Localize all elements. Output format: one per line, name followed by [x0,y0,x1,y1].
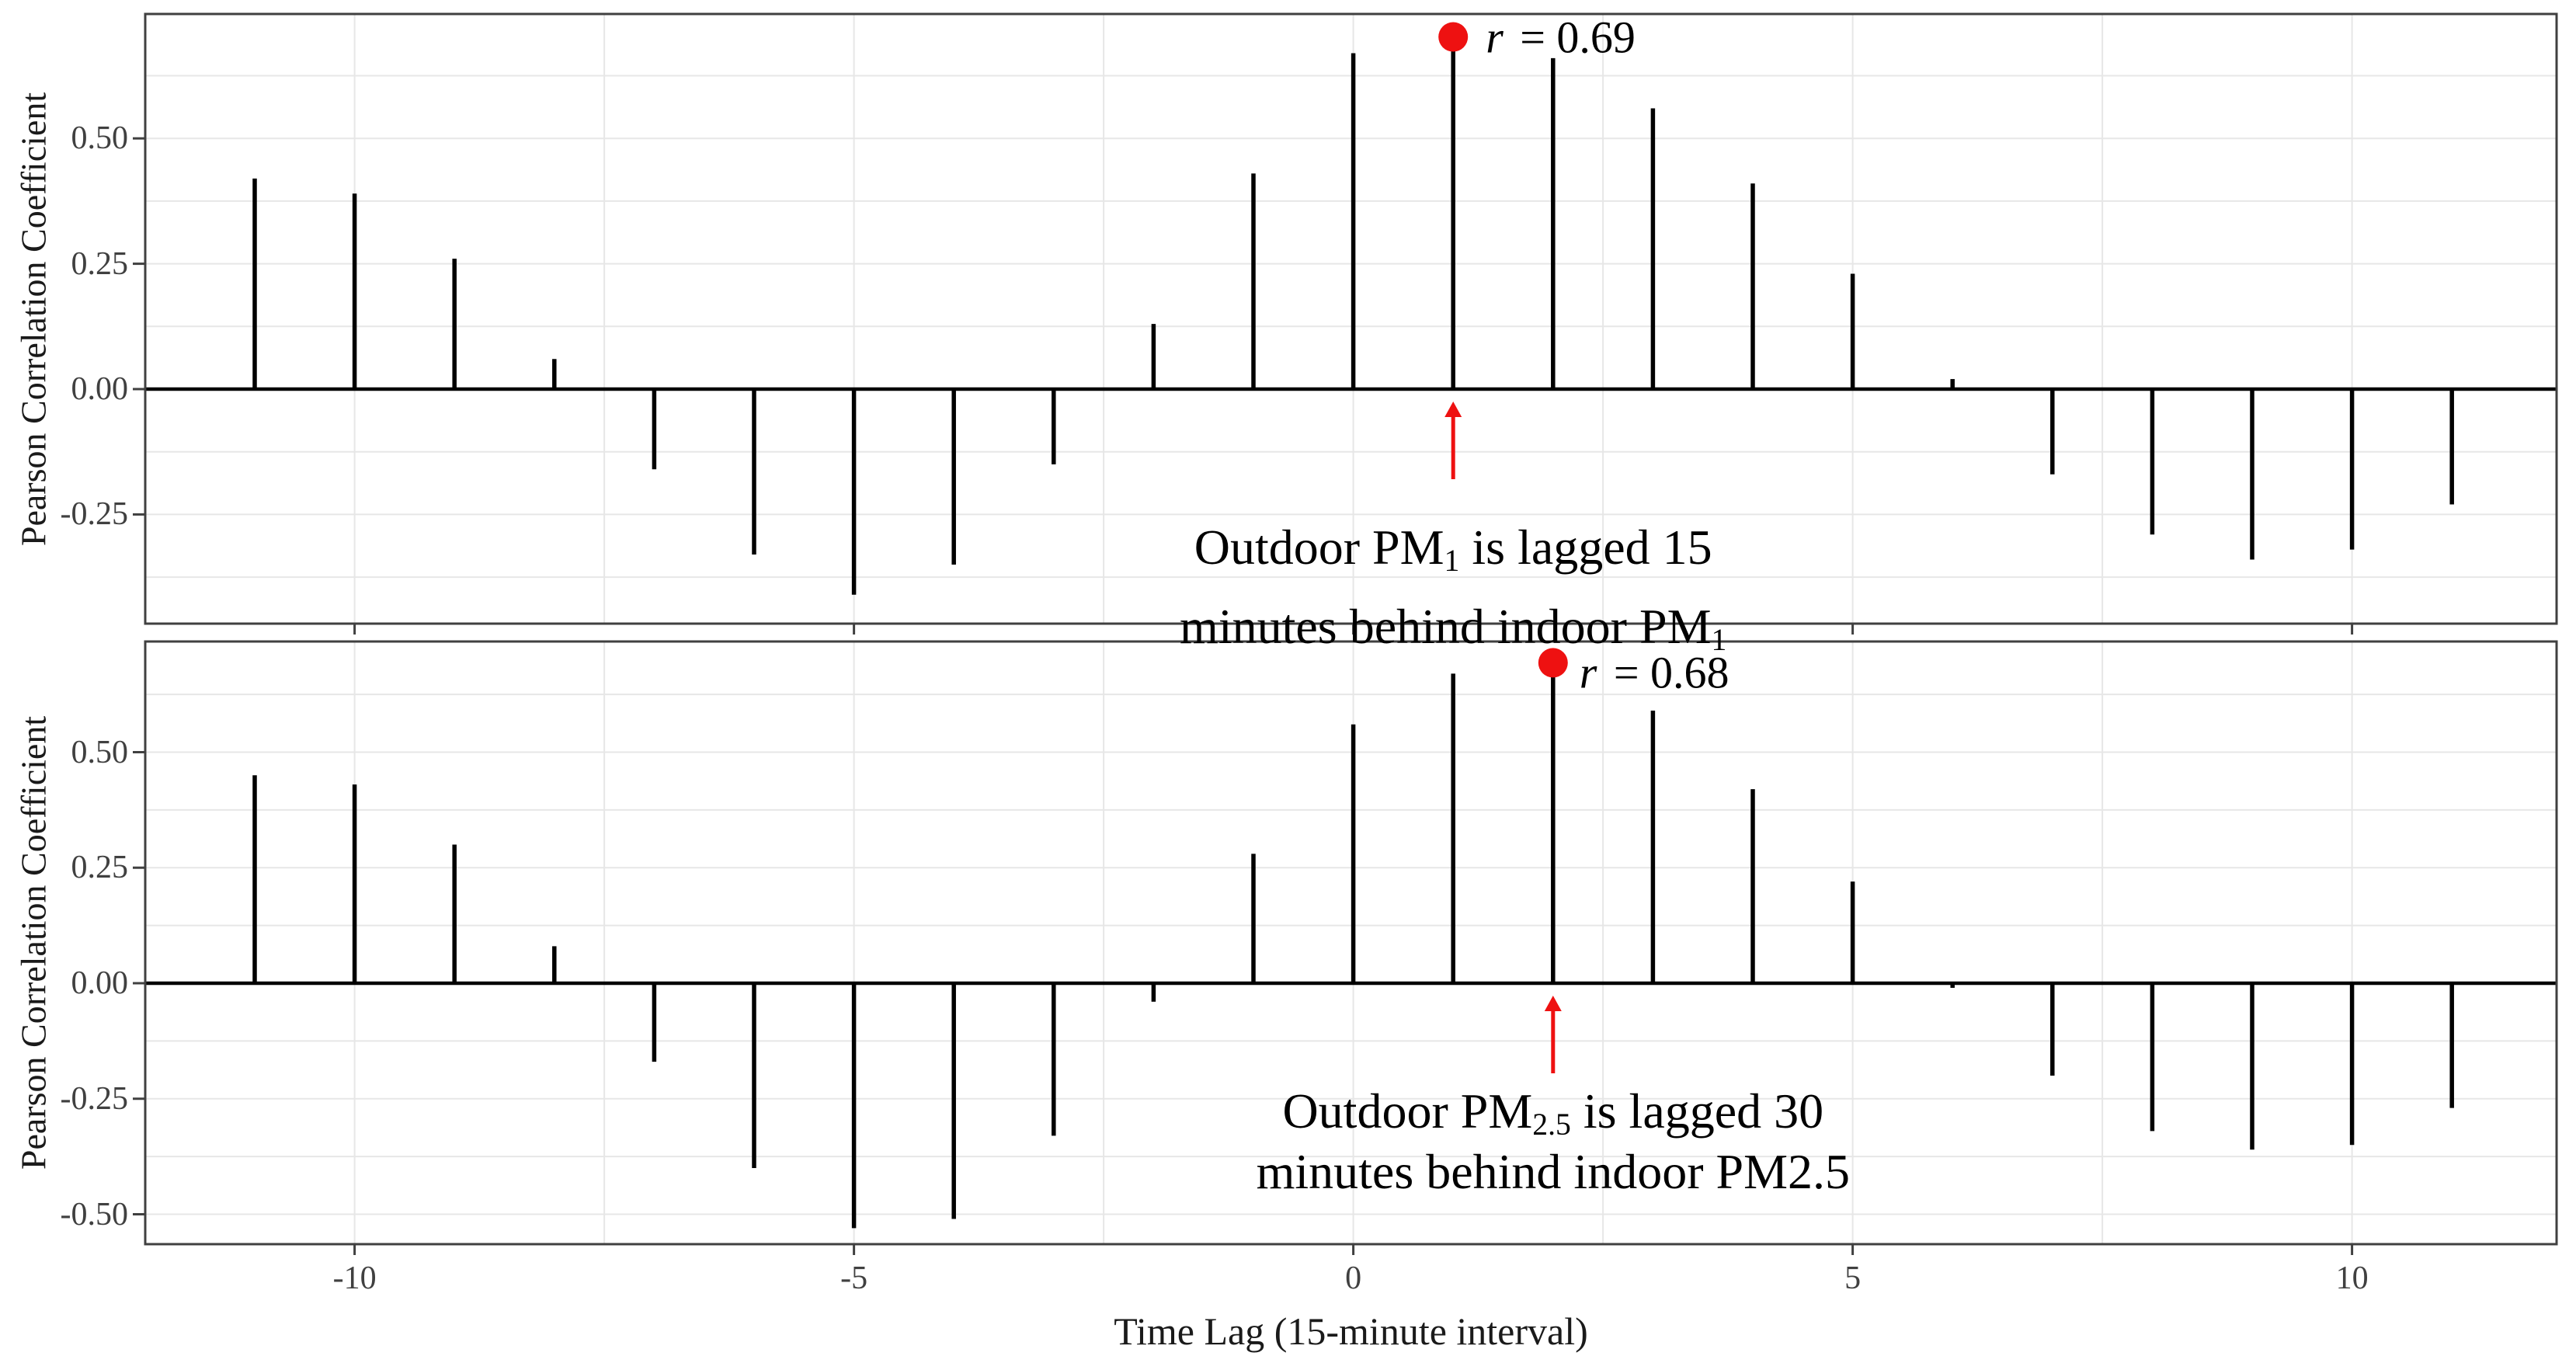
annotation-subscript: 1 [1711,622,1727,657]
x-tick-label: 5 [1844,1260,1862,1296]
annotation-text: Outdoor PM [1194,520,1444,575]
y-tick-label: -0.50 [60,1196,129,1233]
correlation-var: r [1486,12,1504,63]
annotation-line: minutes behind indoor PM2.5 [1257,1143,1850,1201]
annotation-text: is lagged 30 [1570,1083,1824,1139]
arrow-head-icon [1544,996,1562,1011]
annotation-text: Outdoor PM [1282,1083,1533,1139]
y-tick-label: 0.25 [71,245,129,282]
arrow-head-icon [1444,402,1462,417]
annotation-line: Outdoor PM1 is lagged 15 [1194,519,1712,578]
y-tick-label: 0.50 [71,734,129,770]
correlation-value: = 0.68 [1602,647,1730,698]
annotation-line: Outdoor PM2.5 is lagged 30 [1282,1083,1824,1142]
correlation-var: r [1579,647,1597,698]
y-tick-label: 0.00 [71,371,129,407]
peak-dot [1538,648,1568,678]
panel-border [144,640,2558,1246]
panel-border [144,12,2558,625]
x-axis-title: Time Lag (15-minute interval) [1114,1309,1588,1353]
y-tick-label: -0.25 [60,1080,129,1117]
y-tick-label: 0.50 [71,120,129,157]
x-tick-label: -5 [840,1260,868,1296]
y-tick-label: -0.25 [60,496,129,533]
annotation-line: minutes behind indoor PM1 [1180,598,1727,657]
y-tick-label: 0.25 [71,850,129,886]
correlation-label-top: r = 0.69 [1486,11,1636,63]
annotation-subscript: 2.5 [1532,1107,1571,1142]
correlation-label-bottom: r = 0.68 [1580,647,1730,699]
annotation-text: minutes behind indoor PM [1180,599,1712,654]
annotation-text: is lagged 15 [1459,520,1712,575]
y-tick-label: 0.00 [71,965,129,1001]
x-tick-label: -10 [332,1260,377,1296]
peak-dot [1438,22,1469,52]
annotation-subscript: 1 [1444,543,1460,578]
y-axis-title-top: Pearson Correlation Coefficient [13,92,54,546]
annotation-text: minutes behind indoor PM2.5 [1256,1144,1851,1199]
x-tick-label: 10 [2335,1260,2369,1296]
correlation-value: = 0.69 [1508,12,1636,63]
x-tick-label: 0 [1345,1260,1362,1296]
